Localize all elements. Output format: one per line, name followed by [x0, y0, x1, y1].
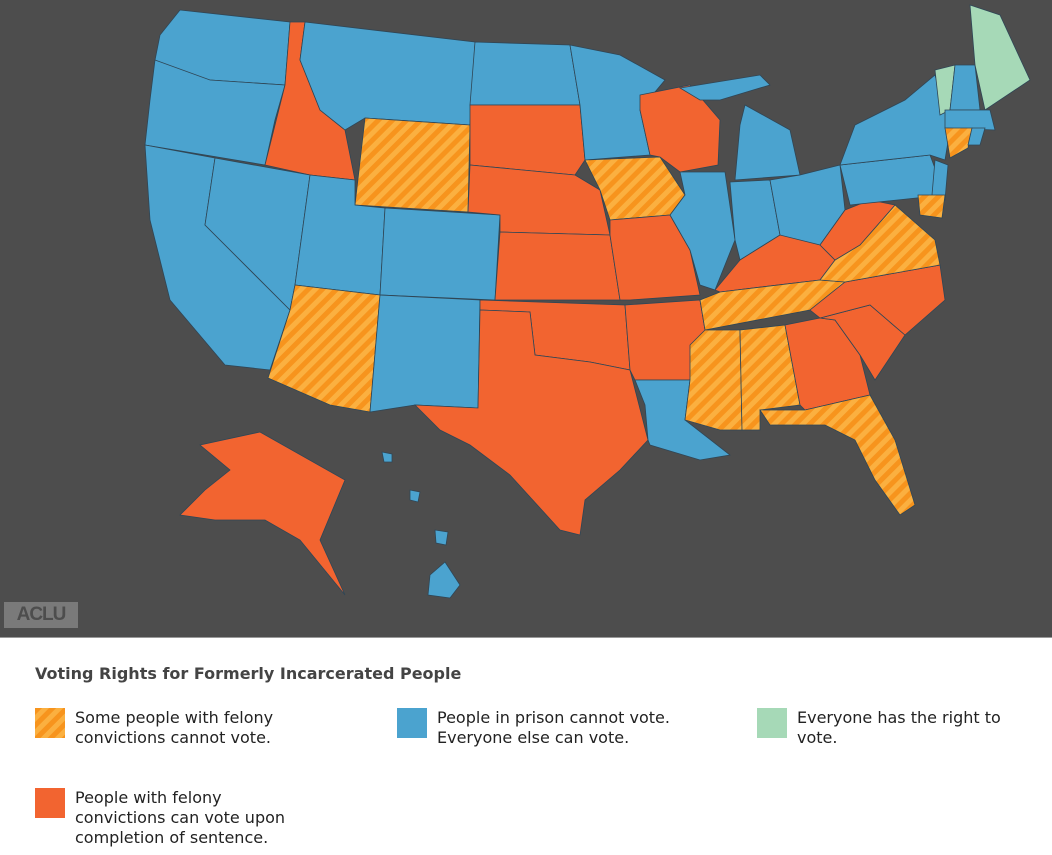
legend-swatch — [35, 788, 65, 818]
legend-swatch — [397, 708, 427, 738]
state — [179, 431, 346, 596]
state — [967, 127, 986, 146]
state — [494, 231, 621, 301]
state — [354, 117, 471, 213]
state — [949, 64, 981, 111]
legend-label: Some people with felony convictions cann… — [75, 708, 274, 747]
state — [759, 394, 916, 516]
state — [969, 4, 1031, 111]
state — [144, 59, 286, 166]
state — [369, 294, 481, 413]
legend-swatch — [757, 708, 787, 738]
legend-swatch — [35, 708, 65, 738]
state — [427, 561, 461, 599]
state — [409, 489, 421, 503]
legend-label: Everyone has the right to vote. — [797, 708, 1001, 747]
state — [678, 74, 771, 101]
legend-item: Some people with felony convictions cann… — [35, 708, 315, 748]
state — [944, 127, 973, 159]
state — [819, 199, 896, 261]
state — [931, 159, 949, 201]
state — [381, 451, 393, 463]
state — [669, 171, 736, 291]
legend-label: People in prison cannot vote. Everyone e… — [437, 708, 670, 747]
state — [469, 104, 586, 176]
state — [734, 104, 801, 181]
logo: ACLU — [4, 602, 78, 628]
legend-item: People in prison cannot vote. Everyone e… — [397, 708, 677, 748]
states — [144, 4, 1031, 599]
legend-title: Voting Rights for Formerly Incarcerated … — [35, 664, 462, 683]
state — [379, 207, 501, 301]
state — [684, 329, 743, 431]
state — [413, 309, 649, 536]
legend-label: People with felony convictions can vote … — [75, 788, 286, 847]
map — [0, 0, 1052, 638]
legend-item: Everyone has the right to vote. — [757, 708, 1037, 748]
state — [944, 109, 996, 131]
legend-item: People with felony convictions can vote … — [35, 788, 315, 848]
state — [917, 194, 946, 219]
state — [434, 529, 449, 546]
state — [469, 41, 581, 106]
